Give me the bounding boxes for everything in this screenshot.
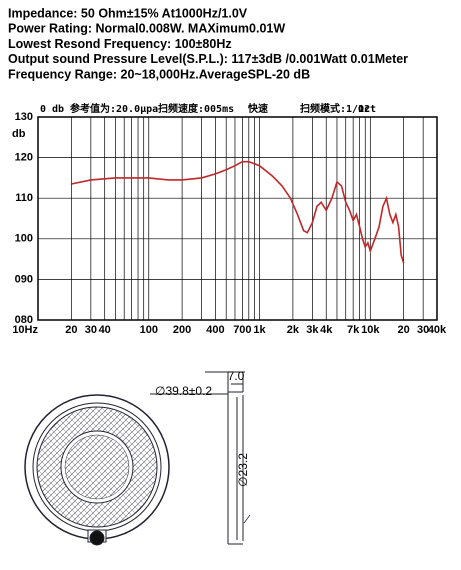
header-note: 快速 [247,102,268,115]
x-tick-label: 200 [173,324,191,336]
x-tick-label: 20 [398,324,410,336]
header-note: Oct [358,104,376,115]
y-tick-label: 110 [15,192,33,204]
x-tick-label: 30 [85,324,97,336]
x-tick-label: 100 [140,324,158,336]
spec-line: Frequency Range: 20~18,000Hz.AverageSPL-… [8,67,310,81]
x-tick-label: 40 [99,324,111,336]
drawing [24,371,251,546]
x-tick-label: 40k [428,324,447,336]
x-tick-label: 30 [417,324,429,336]
x-tick-label: 20 [65,324,77,336]
x-tick-label: 10Hz [12,324,38,336]
spec-line: Impedance: 50 Ohm±15% At1000Hz/1.0V [8,6,248,20]
x-tick-label: 1k [253,324,266,336]
y-tick-label: 130 [15,111,33,123]
x-tick-label: 7k [347,324,360,336]
x-tick-label: 400 [206,324,224,336]
spec-line: Lowest Resond Frequency: 100±80Hz [8,37,232,51]
y-tick-label: 080 [15,314,33,326]
y-tick-label: 090 [15,273,33,285]
header-note: 扫频速度:005ms [158,102,234,115]
dim-label: 7.0 [228,369,245,383]
dim-label: ∅39.8±0.2 [155,384,212,398]
x-tick-label: 4k [320,324,333,336]
spec-line: Power Rating: Normal0.008W. MAXimum0.01W [8,22,285,36]
y-tick-label: 100 [15,233,33,245]
header-note: 0 db [40,104,64,115]
dim-label: ∅23.2 [236,453,250,487]
spec-line: Output sound Pressure Level(S.P.L.): 117… [8,52,408,66]
x-tick-label: 10k [361,324,380,336]
y-tick-label: 120 [15,152,33,164]
x-tick-label: 3k [306,324,319,336]
response-curve [71,160,405,264]
x-tick-label: 2k [287,324,300,336]
header-note: 参考值为:20.0μpa [70,102,158,115]
plot-frame [37,116,438,321]
y-axis-label: db [12,128,26,140]
x-tick-label: 700 [233,324,251,336]
header-note: 扫频模式:1/12 [300,102,370,115]
